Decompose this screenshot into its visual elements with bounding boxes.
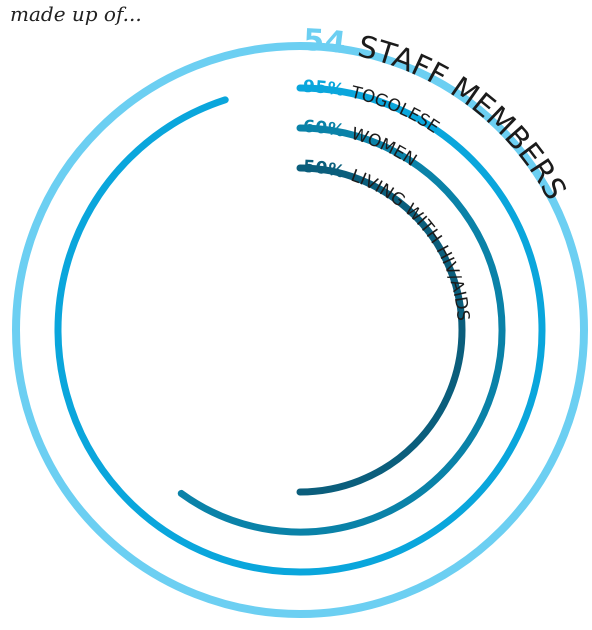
intro-text: made up of... <box>10 2 142 26</box>
series-percent: 50% <box>303 157 347 183</box>
series-percent: 60% <box>303 117 346 142</box>
headline-text: STAFF MEMBERS <box>354 29 572 205</box>
headline-number: 54 <box>303 23 348 61</box>
outer-ring <box>12 42 588 618</box>
series-label: LIVING WITH HIV/AIDS <box>348 166 473 322</box>
series-ring-women <box>177 124 506 536</box>
series-ring-togolese <box>54 84 546 576</box>
series-label-hiv: 50%LIVING WITH HIV/AIDS <box>303 157 473 322</box>
series-label: WOMEN <box>349 124 420 171</box>
series-ring-hiv <box>296 164 466 496</box>
series-percent: 95% <box>303 77 346 101</box>
